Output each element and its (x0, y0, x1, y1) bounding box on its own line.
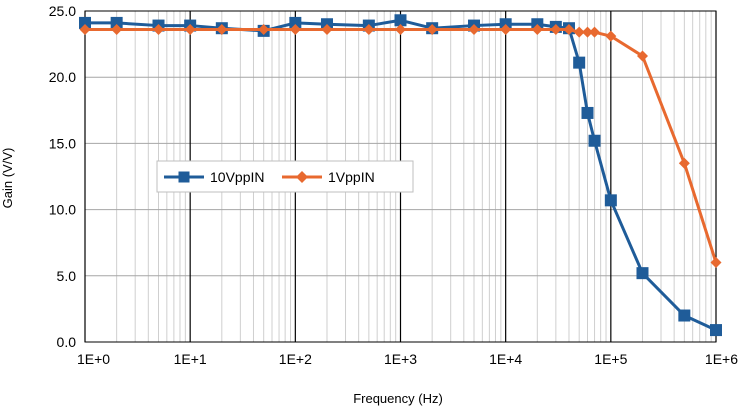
data-point (500, 24, 512, 36)
data-point (184, 24, 196, 36)
data-point (563, 24, 575, 36)
data-point (426, 24, 438, 36)
data-point (581, 106, 594, 119)
data-point (321, 24, 333, 36)
data-point (216, 24, 228, 36)
data-point (710, 257, 722, 269)
data-point (588, 134, 601, 147)
y-tick-label: 20.0 (49, 69, 76, 85)
legend-marker-10vppin (178, 171, 190, 183)
data-point (589, 26, 601, 38)
data-point (468, 24, 480, 36)
y-tick-label: 25.0 (49, 3, 76, 19)
y-axis-title: Gain (V/V) (0, 148, 15, 209)
series-layer (79, 14, 722, 337)
data-point (258, 24, 270, 36)
legend: 10VppIN 1VppIN (156, 160, 414, 193)
tick-labels: 0.0 5.0 10.0 15.0 20.0 25.0 1E+0 1E+1 1E+2 1E+3 1E… (49, 3, 738, 367)
data-point (636, 50, 648, 62)
x-tick-label: 1E+0 (77, 351, 110, 367)
major-gridlines (84, 10, 717, 343)
y-tick-label: 15.0 (49, 135, 76, 151)
x-tick-label: 1E+3 (384, 351, 417, 367)
data-point (678, 309, 691, 322)
data-point (531, 24, 543, 36)
data-point (582, 26, 594, 38)
x-tick-label: 1E+5 (594, 351, 627, 367)
data-point (678, 157, 690, 169)
x-tick-label: 1E+1 (174, 351, 207, 367)
y-tick-label: 5.0 (57, 268, 77, 284)
data-point (636, 267, 649, 280)
legend-marker-1vppin (296, 171, 308, 183)
data-point (573, 56, 586, 69)
data-point (573, 26, 585, 38)
x-axis-title: Frequency (Hz) (353, 391, 443, 406)
data-point (79, 24, 91, 36)
legend-label-10vppin: 10VppIN (210, 169, 264, 185)
data-point (79, 16, 91, 29)
data-point (289, 16, 302, 29)
data-point (111, 24, 123, 36)
data-point (710, 324, 722, 337)
plot-border (84, 10, 717, 343)
data-point (394, 14, 407, 27)
x-tick-label: 1E+2 (279, 351, 312, 367)
x-tick-label: 1E+4 (489, 351, 522, 367)
data-point (153, 24, 165, 36)
y-tick-label: 10.0 (49, 202, 76, 218)
data-point (605, 30, 617, 42)
data-point (363, 24, 375, 36)
data-point (289, 24, 301, 36)
y-tick-label: 0.0 (57, 334, 77, 350)
data-point (550, 24, 562, 36)
data-point (604, 194, 617, 207)
legend-label-1vppin: 1VppIN (328, 169, 375, 185)
data-point (395, 24, 406, 36)
data-point (110, 16, 123, 29)
x-tick-label: 1E+6 (705, 351, 738, 367)
